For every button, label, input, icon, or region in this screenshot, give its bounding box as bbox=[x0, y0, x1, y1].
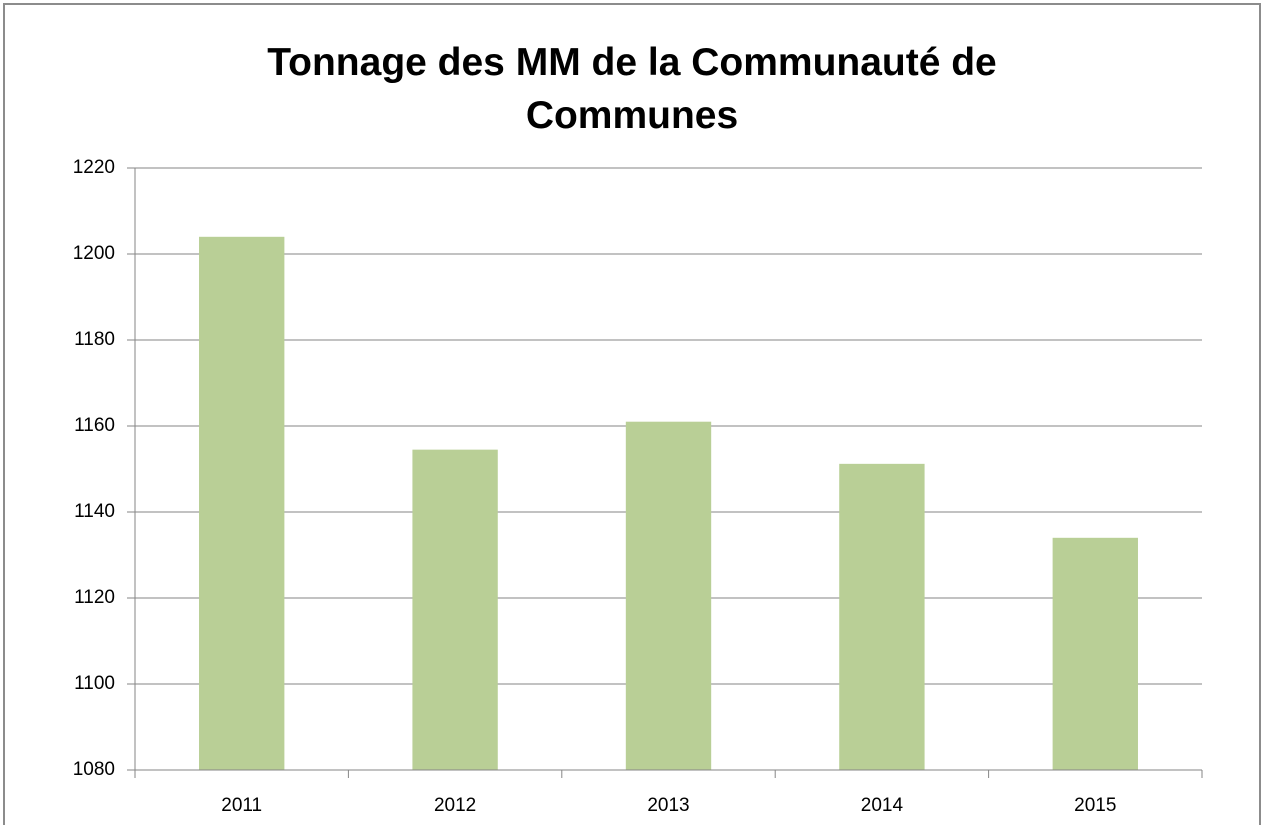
x-tick-label: 2011 bbox=[221, 795, 262, 816]
y-tick-label: 1160 bbox=[74, 415, 115, 436]
bar bbox=[199, 236, 285, 771]
bar bbox=[1052, 537, 1138, 770]
y-tick-label: 1220 bbox=[73, 157, 115, 178]
x-tick-label: 2015 bbox=[1074, 795, 1116, 816]
bar bbox=[412, 449, 498, 770]
bar bbox=[625, 421, 712, 770]
x-tick-label: 2013 bbox=[647, 795, 689, 816]
y-tick-label: 1140 bbox=[74, 501, 115, 522]
bar bbox=[839, 463, 925, 770]
y-tick-label: 1080 bbox=[73, 759, 115, 780]
y-tick-label: 1180 bbox=[74, 329, 115, 350]
chart-title: Tonnage des MM de la Communauté de Commu… bbox=[267, 41, 997, 137]
y-tick-label: 1200 bbox=[73, 243, 115, 264]
x-tick-label: 2012 bbox=[434, 795, 476, 816]
y-tick-label: 1100 bbox=[74, 673, 115, 694]
x-tick-label: 2014 bbox=[861, 795, 904, 816]
y-tick-label: 1120 bbox=[74, 587, 115, 608]
